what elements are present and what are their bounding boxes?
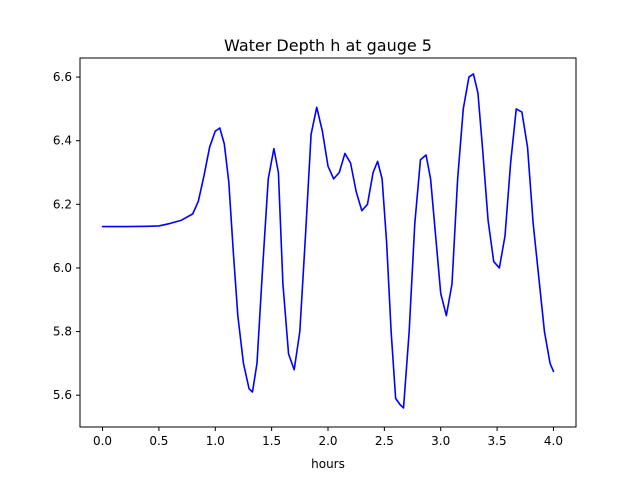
y-tick-label: 6.0	[53, 261, 72, 275]
y-tick-label: 5.6	[53, 388, 72, 402]
y-tick-label: 6.4	[53, 134, 72, 148]
y-tick-label: 5.8	[53, 325, 72, 339]
x-tick-label: 4.0	[544, 434, 563, 448]
x-tick-label: 0.5	[149, 434, 168, 448]
chart-title: Water Depth h at gauge 5	[224, 36, 432, 55]
x-axis-label: hours	[311, 457, 345, 471]
y-tick-label: 6.2	[53, 197, 72, 211]
x-tick-label: 2.5	[375, 434, 394, 448]
y-tick-label: 6.6	[53, 70, 72, 84]
x-axis: 0.0 0.5 1.0 1.5 2.0 2.5 3.0 3.5 4.0	[93, 427, 563, 448]
series-line-0	[101, 73, 555, 409]
x-tick-label: 3.5	[488, 434, 507, 448]
x-tick-label: 1.5	[262, 434, 281, 448]
x-tick-label: 3.0	[431, 434, 450, 448]
x-tick-label: 0.0	[93, 434, 112, 448]
x-tick-label: 1.0	[206, 434, 225, 448]
x-tick-label: 2.0	[318, 434, 337, 448]
y-axis: 5.6 5.8 6.0 6.2 6.4 6.6	[53, 70, 80, 402]
